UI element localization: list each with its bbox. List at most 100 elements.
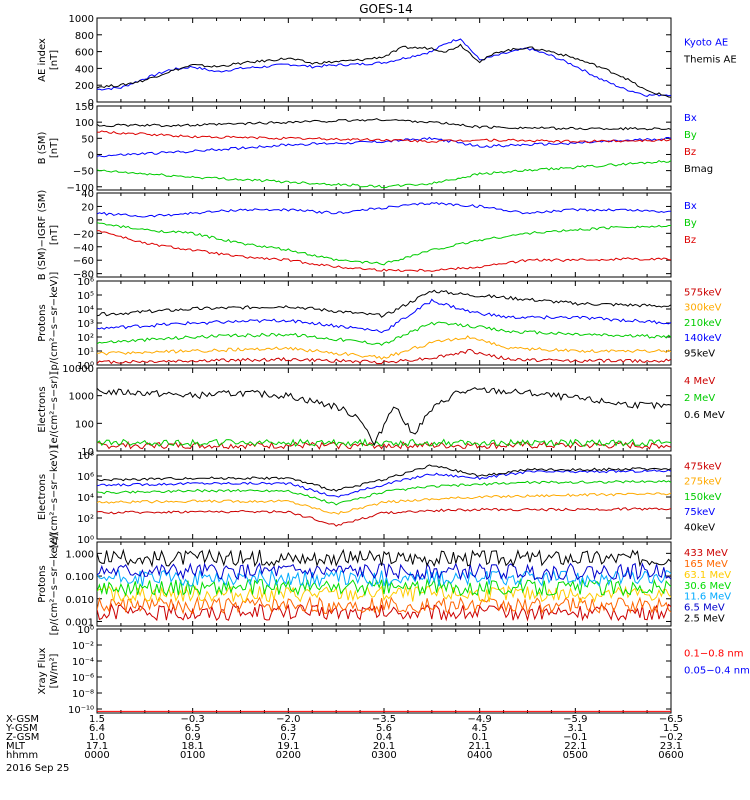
series-group [97,38,671,98]
y-tick-label: 150 [75,102,94,113]
y-tick-label: −40 [73,243,94,254]
y-tick-label: −20 [73,229,94,240]
y-axis-label: [nT] [49,138,60,158]
series-line-bx [97,201,671,218]
y-tick-label: 400 [75,64,94,75]
panel-xray: 10⁻¹⁰ 10⁻⁸ 10⁻⁶ 10⁻⁴ 10⁻² 10⁰ Xray Flux [W/m²] 0… [37,625,750,716]
footer-value-mlt: 18.1 [182,741,204,752]
footer-value-z: 0.1 [472,732,488,743]
y-axis-label: B (SM) [37,131,48,164]
legend-entry: 165 MeV [684,559,728,570]
y-axis-label: Xray Flux [37,647,48,694]
series-group [97,387,671,450]
footer-value-mlt: 22.1 [564,741,586,752]
legend-entry: Bz [684,147,696,158]
panel-frame [96,367,672,452]
footer-value-mlt: 19.1 [277,741,299,752]
legend-entry: 0.05−0.4 nm [684,665,750,676]
series-group [97,201,671,272]
legend-entry: 433 MeV [684,548,728,559]
y-axis-label: [e/(cm²−s−sr−keV)] [49,446,60,549]
y-tick-label: 1000 [69,392,94,403]
series-group [97,289,671,365]
legend-entry: Themis AE [683,54,737,65]
y-axis-label: [W/m²] [49,653,60,688]
footer-row-label: MLT [6,741,26,752]
y-tick-label: 20 [81,202,94,213]
y-tick-label: 10⁰ [77,625,94,636]
footer-value-hhmm: 0400 [467,750,492,761]
legend-entry: 63.1 MeV [684,570,731,581]
y-axis-label: [nT] [49,225,60,245]
footer-value-x: −5.9 [563,714,587,725]
y-axis-label: Electrons [37,474,48,520]
series-line-bz [97,230,671,272]
y-tick-label: 10⁵ [77,291,94,302]
legend-entry: 575keV [684,287,722,298]
footer-value-y: 6.5 [185,723,201,734]
series-line-75kev [97,469,671,498]
panel-protons_mev: 0.001 0.010 0.100 1.000 Protons [p/(cm²−s−sr−… [37,533,731,636]
y-tick-label: −100 [67,183,94,194]
figure-title: GOES-14 [359,2,413,16]
legend-entry: 75keV [684,507,715,518]
footer-value-hhmm: 0300 [371,750,396,761]
series-group [97,118,671,189]
y-tick-label: 100 [75,419,94,430]
legend-entry: 0.1−0.8 nm [684,648,743,659]
series-line-kyoto-ae [97,38,671,97]
y-tick-label: 10⁻¹⁰ [68,705,94,716]
series-line-210kev [97,321,671,346]
series-group [97,464,671,527]
y-tick-label: 10⁰ [77,535,94,546]
series-line-2-5-mev [97,548,671,568]
legend-entry: 150keV [684,492,722,503]
legend-entry: Bx [684,201,697,212]
legend-entry: Bx [684,113,697,124]
y-axis-label: [p/(cm²−s−sr−keV)] [49,272,60,375]
legend-entry: 6.5 MeV [684,603,725,614]
y-axis-label: B (SM)−IGRF (SM) [37,190,48,281]
y-tick-label: 10⁴ [77,305,94,316]
footer-value-x: −3.5 [372,714,396,725]
y-tick-label: 600 [75,48,94,59]
y-tick-label: 10³ [77,319,94,330]
footer-value-x: −6.5 [659,714,683,725]
y-tick-label: 10⁸ [77,451,94,462]
panel-protons_low: 10⁰ 10¹ 10² 10³ 10⁴ 10⁵ 10⁶ Protons [p/(cm²−s−sr… [37,272,722,375]
legend-entry: 300keV [684,303,722,314]
footer-value-hhmm: 0600 [658,750,683,761]
legend-entry: Kyoto AE [684,37,728,48]
footer-row-label: Y-GSM [5,723,38,734]
y-tick-label: 10⁶ [77,472,94,483]
footer-value-z: 0.4 [376,732,392,743]
footer-value-mlt: 21.1 [469,741,491,752]
legend-entry: Bmag [684,164,713,175]
y-tick-label: 10² [77,333,94,344]
series-line-30-6-mev [97,577,671,598]
y-tick-label: −60 [73,256,94,267]
legend-entry: 0.6 MeV [684,410,725,421]
legend-entry: 2 MeV [684,393,715,404]
panel-frame [96,105,672,191]
series-line-275kev [97,492,671,515]
legend-entry: 475keV [684,461,722,472]
series-line-6-5-mev [97,562,671,582]
footer-row-label: X-GSM [6,714,39,725]
legend-entry: 40keV [684,522,715,533]
footer-value-z: −0.2 [659,732,683,743]
footer-value-x: 1.5 [89,714,105,725]
y-axis-label: [nT] [49,50,60,70]
y-axis-label: AE index [37,38,48,82]
series-line-140kev [97,298,671,334]
series-line-4-mev [97,440,671,450]
series-line-433-mev [97,602,671,622]
panel-electrons_mev: 10 100 1000 10000 Electrons [e/(cm²−s−sr)] 4 M… [37,364,725,458]
y-tick-label: 0.010 [65,595,94,606]
legend-entry: 2.5 MeV [684,613,725,624]
panel-bsm: −100 −50 0 50 100 150 B (SM) [nT] Bx By Bz Bmag [37,102,713,194]
series-line-40kev [97,464,671,492]
y-tick-label: 40 [81,189,94,200]
y-tick-label: 10⁻⁴ [72,657,94,668]
